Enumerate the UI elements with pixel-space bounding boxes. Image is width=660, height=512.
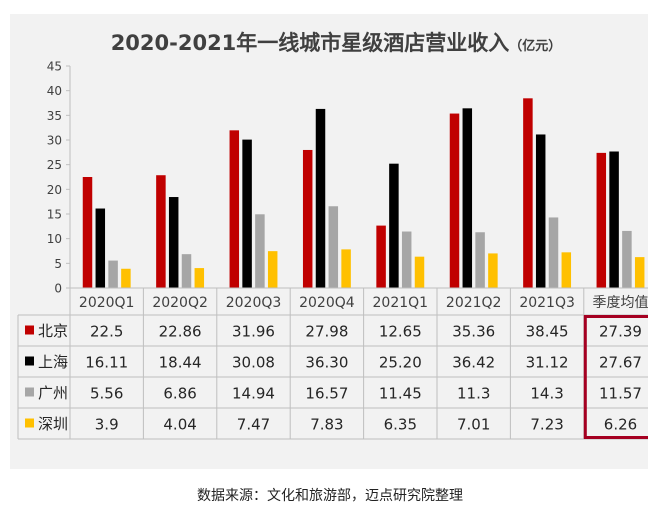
bar-广州-2021Q1 xyxy=(401,231,412,288)
y-tick-label: 25 xyxy=(47,158,62,172)
bar-广州-2020Q2 xyxy=(181,254,192,288)
data-label: 4.04 xyxy=(163,416,196,434)
bar-深圳-2020Q1 xyxy=(121,268,131,288)
chart-title: 2020-2021年一线城市星级酒店营业收入（亿元） xyxy=(111,31,562,55)
bar-北京-2020Q3 xyxy=(229,130,240,288)
legend-label: 深圳 xyxy=(38,415,68,433)
bar-上海-季度均值 xyxy=(609,151,619,288)
bar-广州-2020Q4 xyxy=(328,206,339,288)
y-tick-label: 20 xyxy=(47,183,62,197)
category-label: 2021Q3 xyxy=(519,295,575,311)
legend-swatch-上海 xyxy=(25,356,34,366)
chart-panel: 2020-2021年一线城市星级酒店营业收入（亿元） 0 5 10 15 20 25 30 35… xyxy=(10,14,648,469)
chart-title-main: 2020-2021年一线城市星级酒店营业收入 xyxy=(111,31,510,55)
y-tick-label: 5 xyxy=(54,257,62,271)
bar-深圳-2020Q2 xyxy=(194,268,205,288)
category-label: 季度均值 xyxy=(593,295,649,311)
category-label: 2020Q1 xyxy=(79,295,135,311)
bar-深圳-2020Q3 xyxy=(267,251,278,288)
data-label: 22.86 xyxy=(159,323,202,341)
bar-上海-2021Q3 xyxy=(535,134,546,288)
bar-深圳-季度均值 xyxy=(634,257,645,288)
data-label: 25.20 xyxy=(379,354,422,372)
bar-上海-2020Q2 xyxy=(168,197,179,288)
legend-label: 北京 xyxy=(38,322,68,340)
bar-广州-2020Q1 xyxy=(108,260,118,288)
bar-北京-季度均值 xyxy=(596,152,607,288)
category-label: 2020Q3 xyxy=(226,295,282,311)
bar-深圳-2020Q4 xyxy=(341,249,351,288)
data-label: 11.45 xyxy=(379,385,422,403)
data-label: 11.57 xyxy=(599,385,642,403)
bar-北京-2021Q3 xyxy=(523,98,533,289)
data-label: 31.96 xyxy=(232,323,275,341)
bar-上海-2021Q2 xyxy=(462,108,473,288)
data-label: 27.98 xyxy=(305,323,348,341)
bar-北京-2020Q2 xyxy=(156,175,166,288)
data-label: 22.5 xyxy=(90,323,123,341)
data-label: 3.9 xyxy=(95,416,119,434)
data-label: 7.01 xyxy=(457,416,490,434)
bar-上海-2020Q3 xyxy=(242,139,252,288)
data-label: 16.11 xyxy=(85,354,128,372)
source-note: 数据来源：文化和旅游部，迈点研究院整理 xyxy=(197,488,463,504)
data-label: 35.36 xyxy=(452,323,495,341)
data-label: 16.57 xyxy=(305,385,348,403)
y-tick-label: 35 xyxy=(47,109,62,123)
bar-广州-2020Q3 xyxy=(255,214,265,288)
chart: 2020-2021年一线城市星级酒店营业收入（亿元） 0 5 10 15 20 25 30 35… xyxy=(17,31,649,440)
data-label: 38.45 xyxy=(526,323,569,341)
y-tick-label: 15 xyxy=(47,208,62,222)
data-label: 27.67 xyxy=(599,354,642,372)
bar-上海-2020Q4 xyxy=(315,108,326,288)
y-tick-label: 10 xyxy=(47,232,62,246)
legend-swatch-广州 xyxy=(25,387,34,397)
data-label: 36.30 xyxy=(305,354,348,372)
legend-label: 上海 xyxy=(38,353,68,371)
bar-广州-季度均值 xyxy=(622,230,632,288)
bar-深圳-2021Q3 xyxy=(561,252,572,288)
category-label: 2020Q2 xyxy=(152,295,208,311)
bar-广州-2021Q2 xyxy=(475,232,485,288)
data-label: 14.3 xyxy=(530,385,563,403)
data-label: 6.26 xyxy=(604,416,637,434)
bar-上海-2021Q1 xyxy=(389,163,399,288)
legend-swatch-深圳 xyxy=(25,418,34,428)
bar-上海-2020Q1 xyxy=(95,208,106,288)
category-label: 2020Q4 xyxy=(299,295,355,311)
data-label: 5.56 xyxy=(90,385,123,403)
data-label: 36.42 xyxy=(452,354,495,372)
category-label: 2021Q1 xyxy=(373,295,429,311)
y-tick-label: 40 xyxy=(47,84,62,98)
y-tick-label: 0 xyxy=(54,282,62,296)
data-label: 7.83 xyxy=(310,416,343,434)
data-label: 6.35 xyxy=(384,416,417,434)
data-label: 18.44 xyxy=(159,354,202,372)
data-label: 7.47 xyxy=(237,416,270,434)
bar-北京-2021Q1 xyxy=(376,225,386,288)
bar-北京-2021Q2 xyxy=(449,113,460,288)
data-label: 30.08 xyxy=(232,354,275,372)
chart-title-unit: （亿元） xyxy=(509,38,561,54)
bar-北京-2020Q4 xyxy=(302,149,313,288)
data-label: 11.3 xyxy=(457,385,490,403)
data-label: 31.12 xyxy=(526,354,569,372)
highlight-box xyxy=(583,315,648,439)
y-tick-label: 30 xyxy=(47,134,62,148)
legend-label: 广州 xyxy=(38,384,68,402)
data-label: 14.94 xyxy=(232,385,275,403)
bar-北京-2020Q1 xyxy=(82,177,93,288)
y-tick-label: 45 xyxy=(47,60,62,74)
category-label: 2021Q2 xyxy=(446,295,502,311)
data-label: 27.39 xyxy=(599,323,642,341)
bar-深圳-2021Q1 xyxy=(414,256,425,288)
legend-swatch-北京 xyxy=(25,325,34,335)
bar-深圳-2021Q2 xyxy=(488,253,498,288)
data-label: 12.65 xyxy=(379,323,422,341)
bar-广州-2021Q3 xyxy=(548,217,559,288)
data-label: 7.23 xyxy=(530,416,563,434)
data-label: 6.86 xyxy=(163,385,196,403)
